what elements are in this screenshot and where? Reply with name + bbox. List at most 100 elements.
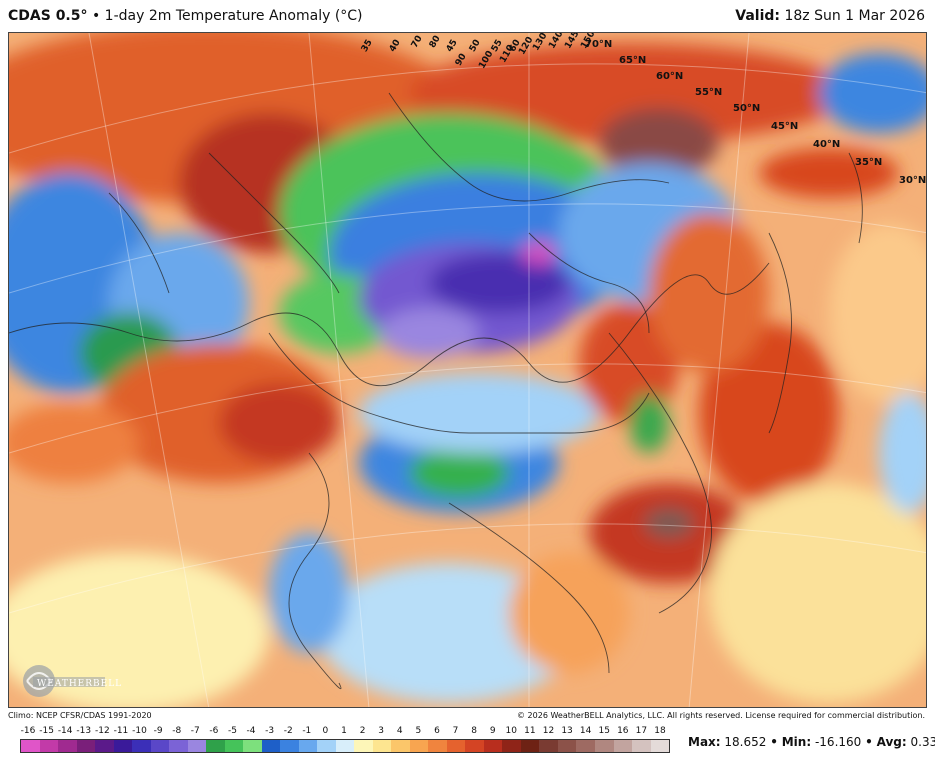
colorbar-tick-label: -5 xyxy=(227,726,237,736)
avg-label: Avg: xyxy=(876,735,907,749)
colorbar-tick-label: 9 xyxy=(489,726,496,736)
lat-label-50n: 50°N xyxy=(733,103,761,114)
colorbar-swatch xyxy=(150,740,170,752)
lat-label-55n: 55°N xyxy=(695,87,723,98)
colorbar-swatch xyxy=(391,740,410,752)
colorbar-tick-label: -7 xyxy=(190,726,200,736)
colorbar-tick-label: 16 xyxy=(617,726,629,736)
country-borders xyxy=(9,92,863,690)
anomaly-field xyxy=(9,33,926,707)
lat-label-70n: 70°N xyxy=(585,39,613,50)
colorbar-swatch xyxy=(224,740,244,752)
colorbar-swatch xyxy=(76,740,96,752)
colorbar-tick-label: -4 xyxy=(246,726,256,736)
min-value: -16.160 xyxy=(814,735,862,749)
colorbar-tick-label: -1 xyxy=(302,726,312,736)
colorbar-swatch xyxy=(280,740,299,752)
colorbar-swatch xyxy=(95,740,114,752)
graticule xyxy=(9,33,926,707)
colorbar-tick-label: 7 xyxy=(452,726,459,736)
valid-label: Valid: xyxy=(735,8,780,24)
colorbar-tick-label: 3 xyxy=(378,726,385,736)
footer: Climo: NCEP CFSR/CDAS 1991-2020 © 2026 W… xyxy=(0,709,935,723)
colorbar-swatch xyxy=(132,740,151,752)
colorbar-tick-label: -8 xyxy=(172,726,182,736)
colorbar-swatch xyxy=(298,740,318,752)
colorbar-swatch xyxy=(261,740,281,752)
colorbar-swatch xyxy=(187,740,207,752)
colorbar-swatch xyxy=(520,740,540,752)
colorbar-tick-label: 12 xyxy=(542,726,555,736)
max-value: 18.652 xyxy=(724,735,767,749)
colorbar-swatches xyxy=(20,739,670,753)
stats-sep-1: • xyxy=(770,735,778,749)
colorbar-swatch xyxy=(58,740,77,752)
colorbar-tick-label: -3 xyxy=(265,726,275,736)
map-canvas xyxy=(9,33,926,707)
colorbar-swatch xyxy=(113,740,133,752)
colorbar-tick-label: -13 xyxy=(76,726,92,736)
colorbar-tick-label: 13 xyxy=(561,726,573,736)
product-name: 1-day 2m Temperature Anomaly (°C) xyxy=(104,8,363,24)
header: CDAS 0.5° • 1-day 2m Temperature Anomaly… xyxy=(0,0,935,32)
colorbar-swatch xyxy=(483,740,503,752)
weatherbell-logo: WEATHERBELL xyxy=(19,661,121,701)
max-label: Max: xyxy=(688,735,721,749)
colorbar-swatch xyxy=(557,740,577,752)
colorbar-swatch xyxy=(650,740,670,752)
colorbar-tick-label: 11 xyxy=(524,726,536,736)
min-label: Min: xyxy=(781,735,812,749)
colorbar-tick-label: 5 xyxy=(415,726,422,736)
colorbar-tick-label: -14 xyxy=(57,726,73,736)
colorbar-tick-label: -6 xyxy=(209,726,219,736)
stats-sep-2: • xyxy=(865,735,873,749)
model-name: CDAS 0.5° xyxy=(8,8,88,24)
colorbar: -16 -15 -14 -13 -12 -11 -10 -9 -8 -7 -6 -5 -4 -3 -2 -1 0… xyxy=(20,726,670,762)
map-title: CDAS 0.5° • 1-day 2m Temperature Anomaly… xyxy=(8,8,363,24)
colorbar-swatch xyxy=(243,740,262,752)
field-stats: Max: 18.652 • Min: -16.160 • Avg: 0.338 xyxy=(688,735,935,749)
colorbar-labels: -16 -15 -14 -13 -12 -11 -10 -9 -8 -7 -6 -5 -4 -3 -2 -1 0… xyxy=(20,726,670,738)
colorbar-tick-label: 10 xyxy=(505,726,517,736)
colorbar-tick-label: 18 xyxy=(654,726,666,736)
colorbar-swatch xyxy=(206,740,225,752)
anomaly-map: 70°N 65°N 60°N 55°N 50°N 45°N 40°N 35°N … xyxy=(8,32,927,708)
colorbar-tick-label: 15 xyxy=(598,726,610,736)
colorbar-swatch xyxy=(372,740,392,752)
logo-swirl-icon xyxy=(23,665,105,697)
colorbar-tick-label: 14 xyxy=(579,726,592,736)
colorbar-swatch xyxy=(465,740,484,752)
copyright-note: © 2026 WeatherBELL Analytics, LLC. All r… xyxy=(517,711,925,720)
colorbar-swatch xyxy=(39,740,59,752)
colorbar-swatch xyxy=(428,740,447,752)
valid-value: 18z Sun 1 Mar 2026 xyxy=(784,8,925,24)
lat-label-40n: 40°N xyxy=(813,139,841,150)
colorbar-tick-label: -10 xyxy=(132,726,147,736)
colorbar-tick-label: 1 xyxy=(341,726,347,736)
lat-label-65n: 65°N xyxy=(619,55,647,66)
colorbar-swatch xyxy=(317,740,336,752)
colorbar-tick-label: 0 xyxy=(322,726,329,736)
lat-label-30n: 30°N xyxy=(899,175,927,186)
climo-note: Climo: NCEP CFSR/CDAS 1991-2020 xyxy=(8,711,152,720)
title-separator: • xyxy=(91,8,101,24)
lat-label-45n: 45°N xyxy=(771,121,799,132)
colorbar-tick-label: 17 xyxy=(635,726,648,736)
colorbar-swatch xyxy=(502,740,521,752)
colorbar-swatch xyxy=(21,740,40,752)
colorbar-swatch xyxy=(446,740,466,752)
colorbar-swatch xyxy=(632,740,651,752)
colorbar-tick-label: -12 xyxy=(94,726,110,736)
valid-time: Valid: 18z Sun 1 Mar 2026 xyxy=(735,8,925,24)
colorbar-tick-label: -16 xyxy=(20,726,36,736)
colorbar-swatch xyxy=(335,740,355,752)
colorbar-swatch xyxy=(409,740,429,752)
colorbar-tick-label: 2 xyxy=(359,726,366,736)
colorbar-swatch xyxy=(169,740,188,752)
colorbar-tick-label: -9 xyxy=(153,726,163,736)
colorbar-tick-label: -11 xyxy=(113,726,129,736)
colorbar-swatch xyxy=(539,740,558,752)
colorbar-tick-label: 8 xyxy=(471,726,477,736)
lat-label-60n: 60°N xyxy=(656,71,684,82)
colorbar-tick-label: 4 xyxy=(396,726,403,736)
